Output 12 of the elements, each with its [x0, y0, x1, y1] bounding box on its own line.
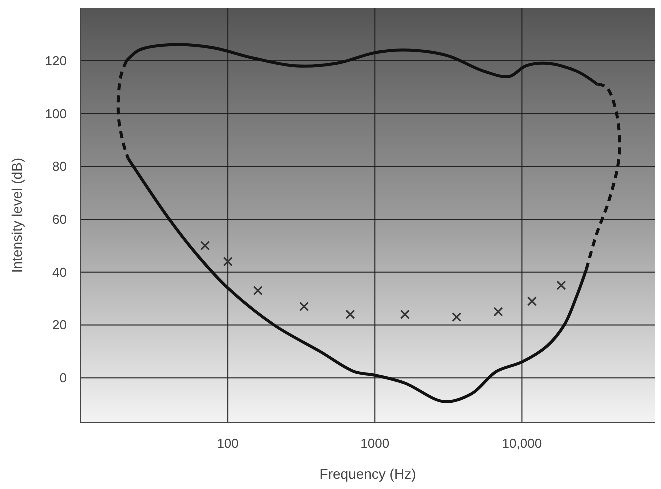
y-tick-label: 100 [45, 106, 67, 122]
x-tick-label: 1000 [360, 436, 390, 451]
y-axis-title: Intensity level (dB) [9, 158, 25, 274]
y-tick-label: 20 [52, 318, 67, 333]
y-tick-label: 80 [52, 159, 67, 174]
x-axis-title: Frequency (Hz) [320, 466, 416, 482]
y-tick-label: 0 [60, 370, 67, 386]
y-tick-label: 40 [52, 264, 67, 280]
y-tick-label: 120 [45, 53, 67, 68]
x-tick-label: 100 [217, 436, 239, 451]
x-tick-label: 10,000 [502, 436, 542, 451]
y-tick-label: 60 [52, 212, 67, 228]
